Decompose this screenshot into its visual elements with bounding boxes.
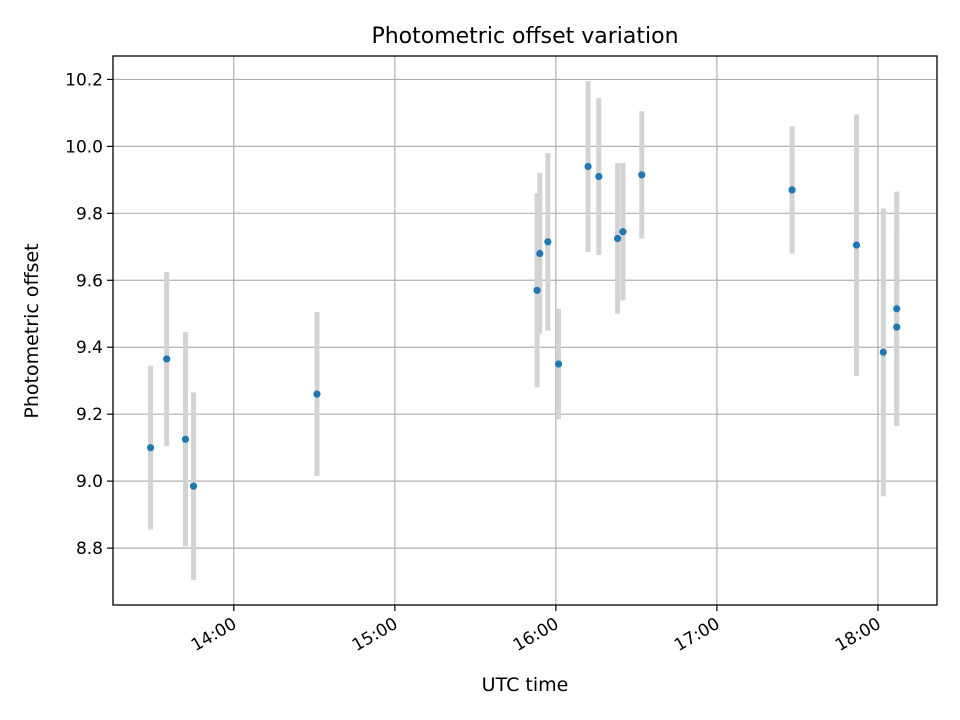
data-point-2 (181, 435, 190, 443)
data-point-16 (879, 348, 887, 356)
chart-title: Photometric offset variation (371, 24, 678, 49)
y-tick-label-1: 9.0 (76, 472, 103, 492)
data-point-13 (638, 171, 646, 179)
y-tick-label-7: 10.2 (65, 70, 103, 90)
data-point-12 (619, 228, 627, 236)
plot-frame (112, 55, 938, 606)
y-tick-label-4: 9.6 (76, 271, 103, 291)
y-tick-label-3: 9.4 (76, 338, 103, 358)
grid (113, 56, 937, 605)
data-point-11 (613, 234, 622, 243)
data-point-8 (554, 360, 563, 368)
data-point-0 (146, 444, 155, 452)
data-point-17 (893, 305, 901, 313)
data-point-14 (788, 186, 796, 194)
data-point-5 (533, 286, 541, 294)
y-tick-label-0: 8.8 (76, 539, 103, 559)
data-point-4 (313, 390, 321, 398)
y-axis-label: Photometric offset (21, 243, 43, 418)
y-tick-label-2: 9.2 (76, 405, 103, 425)
data-point-1 (163, 355, 171, 363)
y-axis-ticks: 8.8 9.0 9.2 9.4 9.6 9.8 10.0 10.2 (65, 70, 113, 559)
data-point-6 (536, 249, 544, 258)
data-points (146, 162, 901, 490)
data-point-3 (189, 482, 198, 490)
x-axis-label: UTC time (482, 674, 569, 696)
data-point-18 (893, 323, 901, 331)
y-tick-label-6: 10.0 (65, 137, 103, 157)
data-point-15 (852, 241, 861, 249)
y-tick-label-5: 9.8 (76, 204, 103, 224)
data-point-7 (544, 238, 552, 246)
data-point-10 (595, 172, 603, 181)
data-point-9 (584, 162, 592, 171)
